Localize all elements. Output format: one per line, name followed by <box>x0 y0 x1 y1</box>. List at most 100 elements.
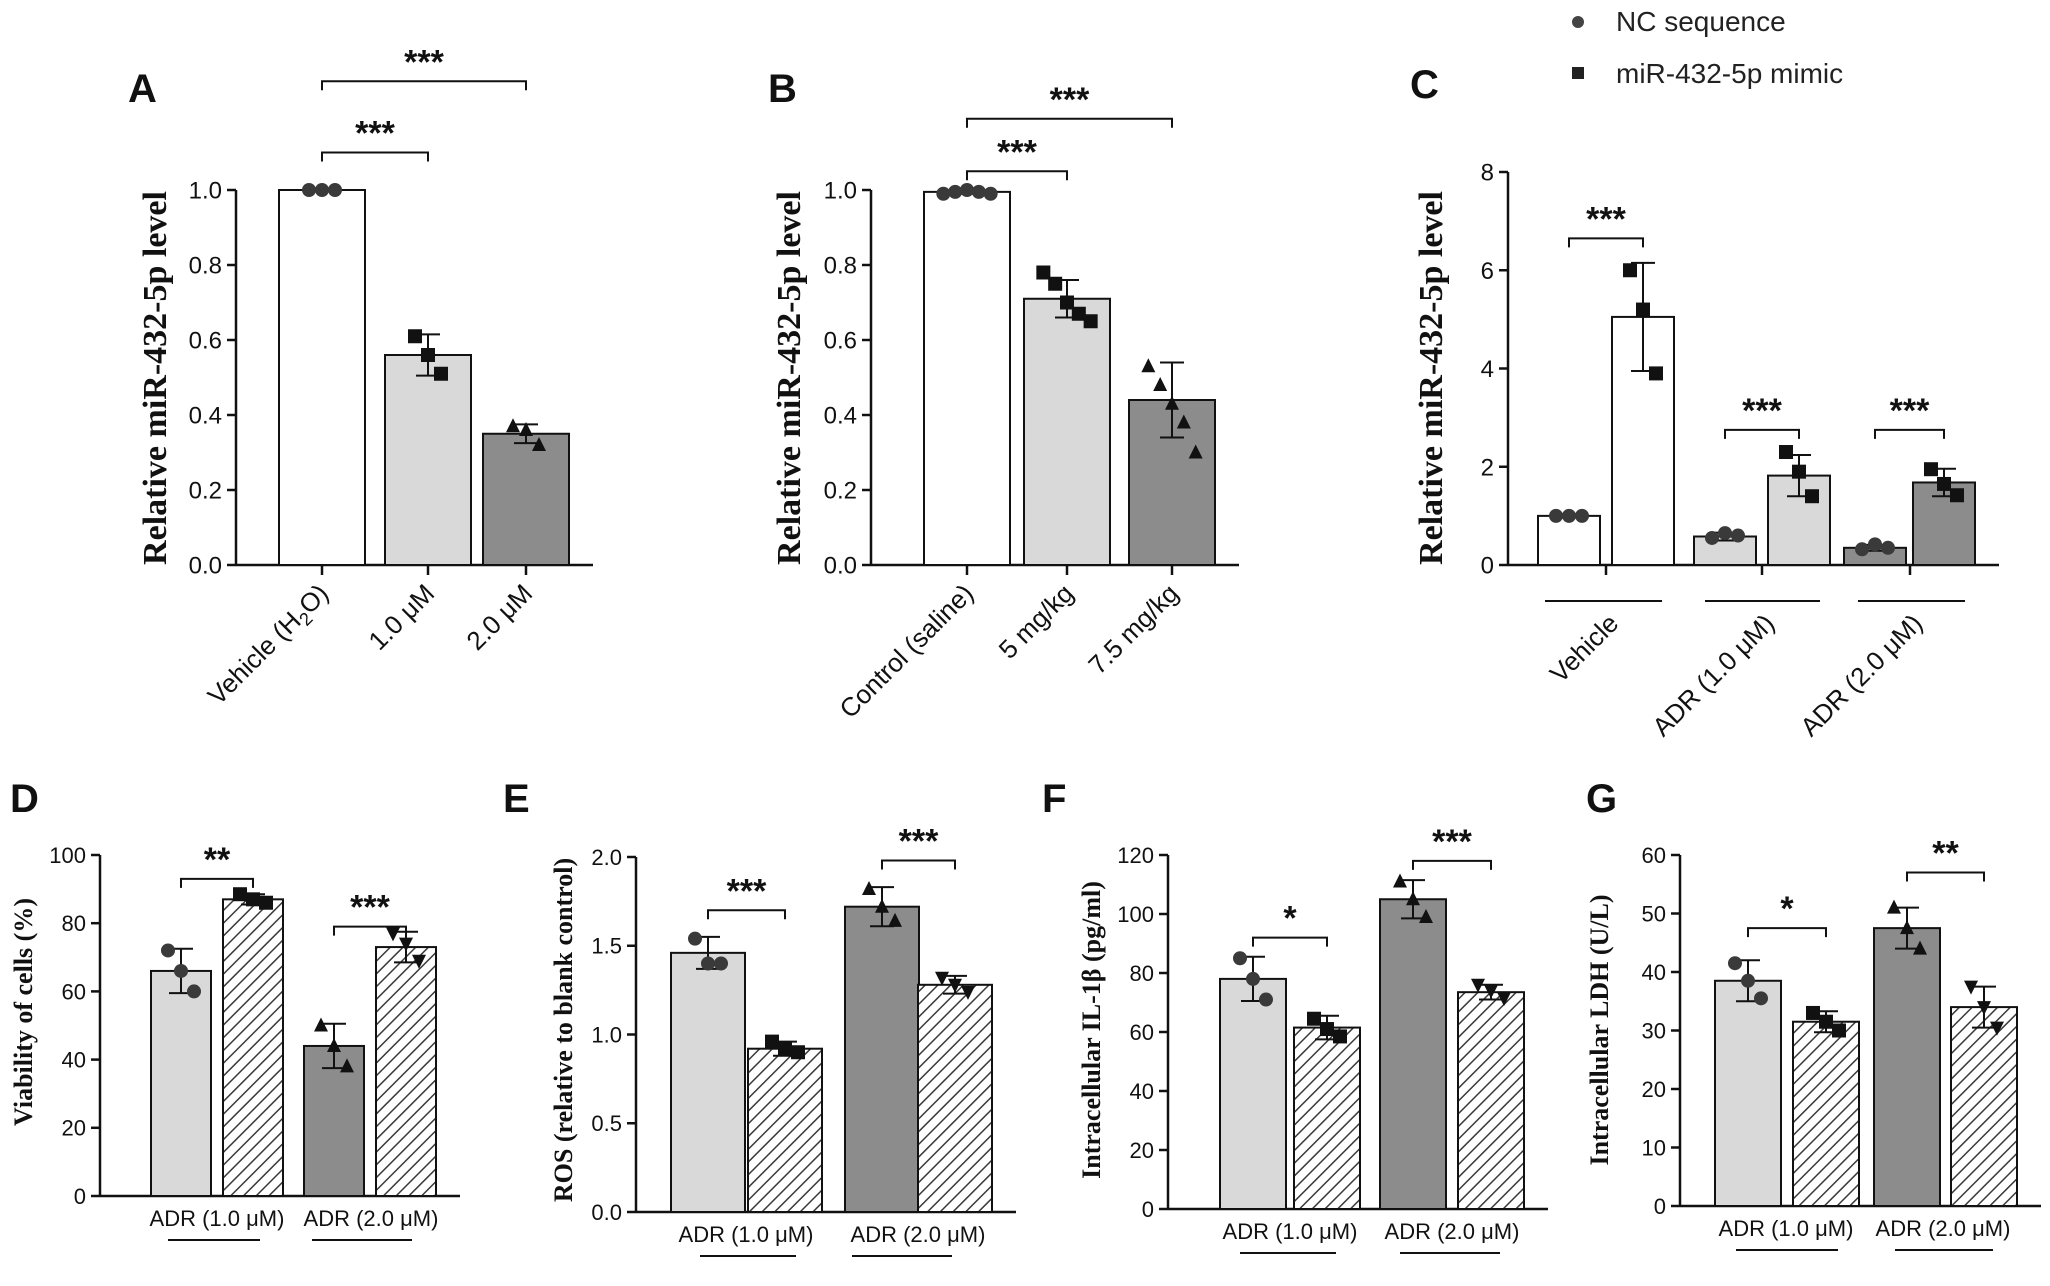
data-point <box>875 898 889 913</box>
bracket-line <box>1252 936 1328 947</box>
legend-circle-marker <box>1572 16 1584 28</box>
data-point <box>412 954 426 969</box>
data-point <box>1964 980 1978 995</box>
data-point <box>1307 1011 1321 1026</box>
legend: NC sequence miR-432-5p mimic <box>1572 6 1843 89</box>
group-label: ADR (1.0 μM) <box>679 1222 814 1247</box>
group-label: ADR (1.0 μM) <box>1223 1219 1358 1244</box>
bar-group <box>923 183 1011 566</box>
panel-c: C 0 2 4 6 8 Relative miR-432-5p level Vehicle AD… <box>1410 63 1999 742</box>
data-point <box>971 184 986 199</box>
y-tick-label: 80 <box>62 911 86 936</box>
data-point <box>1924 462 1938 477</box>
data-point <box>1728 956 1742 971</box>
bracket-line <box>1874 428 1945 439</box>
y-axis-label: Relative miR-432-5p level <box>1413 191 1450 565</box>
y-tick-label: 60 <box>1642 843 1666 868</box>
y-tick-label: 30 <box>1642 1018 1666 1043</box>
data-point <box>328 183 342 197</box>
y-tick-label: 8 <box>1481 160 1494 187</box>
bracket-line <box>1906 871 1985 882</box>
bar-group <box>278 183 366 566</box>
data-point <box>1950 488 1964 503</box>
data-point <box>506 418 520 433</box>
y-tick-label: 100 <box>49 843 86 868</box>
group-label: ADR (1.0 μM) <box>1719 1216 1854 1241</box>
significance-label: *** <box>355 115 395 153</box>
significance-label: *** <box>899 823 939 861</box>
significance-bracket: *** <box>966 81 1173 128</box>
panels: A 0.0 0.2 0.4 0.6 0.8 1.0 Relative miR-432-5p l… <box>9 43 2041 1257</box>
significance-label: *** <box>350 889 390 927</box>
bar-group <box>1912 462 1976 566</box>
group-label: ADR (1.0 μM) <box>1646 608 1780 742</box>
bar <box>1219 977 1287 1211</box>
data-point <box>399 937 413 952</box>
bar-group <box>1767 445 1831 566</box>
bar-group <box>1714 956 1782 1208</box>
bracket-line <box>321 151 429 162</box>
data-point <box>1259 992 1273 1007</box>
significance-label: * <box>1283 900 1297 938</box>
group-label: Vehicle <box>1544 608 1624 688</box>
data-point <box>1233 951 1247 966</box>
bar-group <box>1611 261 1675 567</box>
bar <box>923 190 1011 566</box>
panel-label: G <box>1586 777 1617 821</box>
bar <box>1714 979 1782 1208</box>
y-tick-label: 0 <box>1481 553 1494 580</box>
data-point <box>888 912 902 927</box>
bar-group <box>1873 899 1941 1207</box>
y-tick-label: 2.0 <box>591 845 622 870</box>
bar <box>222 898 284 1198</box>
data-point <box>1153 377 1168 391</box>
bracket-line <box>707 909 786 920</box>
y-axis-label: Intracellular LDH (U/L) <box>1585 894 1614 1165</box>
data-point <box>1575 508 1589 523</box>
x-tick-label: Vehicle (H2O) <box>202 578 337 713</box>
significance-label: *** <box>1890 392 1930 430</box>
bar-group <box>1950 980 2018 1207</box>
bar-group <box>1023 265 1111 566</box>
bar <box>303 1044 365 1197</box>
y-tick-label: 0 <box>74 1184 86 1209</box>
significance-label: *** <box>1742 392 1782 430</box>
group-label: ADR (2.0 μM) <box>1385 1219 1520 1244</box>
data-point <box>1977 1001 1991 1016</box>
y-tick-label: 2 <box>1481 454 1494 481</box>
data-point <box>1393 873 1407 888</box>
bar <box>1950 1006 2018 1207</box>
y-axis-label: Viability of cells (%) <box>9 898 38 1126</box>
data-point <box>1060 295 1074 310</box>
bar <box>1379 898 1447 1210</box>
bar-group <box>303 1017 365 1197</box>
bar <box>1023 297 1111 566</box>
y-tick-label: 0.0 <box>824 553 857 580</box>
data-point <box>302 183 316 197</box>
panel-label: C <box>1410 63 1439 107</box>
significance-bracket: *** <box>333 889 407 936</box>
data-point <box>1176 414 1191 429</box>
bar <box>375 946 437 1197</box>
y-tick-label: 0.4 <box>824 403 857 430</box>
data-point <box>1497 992 1511 1007</box>
legend-label-nc: NC sequence <box>1616 6 1786 37</box>
significance-bracket: *** <box>1874 392 1945 439</box>
bar <box>844 905 920 1213</box>
significance-bracket: *** <box>966 133 1068 181</box>
bracket-line <box>1412 859 1492 870</box>
y-tick-label: 1.5 <box>591 934 622 959</box>
data-point <box>1805 489 1819 504</box>
data-point <box>948 184 963 199</box>
significance-bracket: ** <box>1906 835 1985 882</box>
y-tick-label: 6 <box>1481 258 1494 285</box>
data-point <box>1718 526 1732 541</box>
bracket-line <box>1724 428 1800 439</box>
data-point <box>1048 276 1063 291</box>
data-point <box>961 985 975 1000</box>
bar-group <box>375 927 437 1197</box>
bar-group <box>222 887 284 1198</box>
data-point <box>688 931 702 946</box>
significance-label: *** <box>1586 200 1626 238</box>
